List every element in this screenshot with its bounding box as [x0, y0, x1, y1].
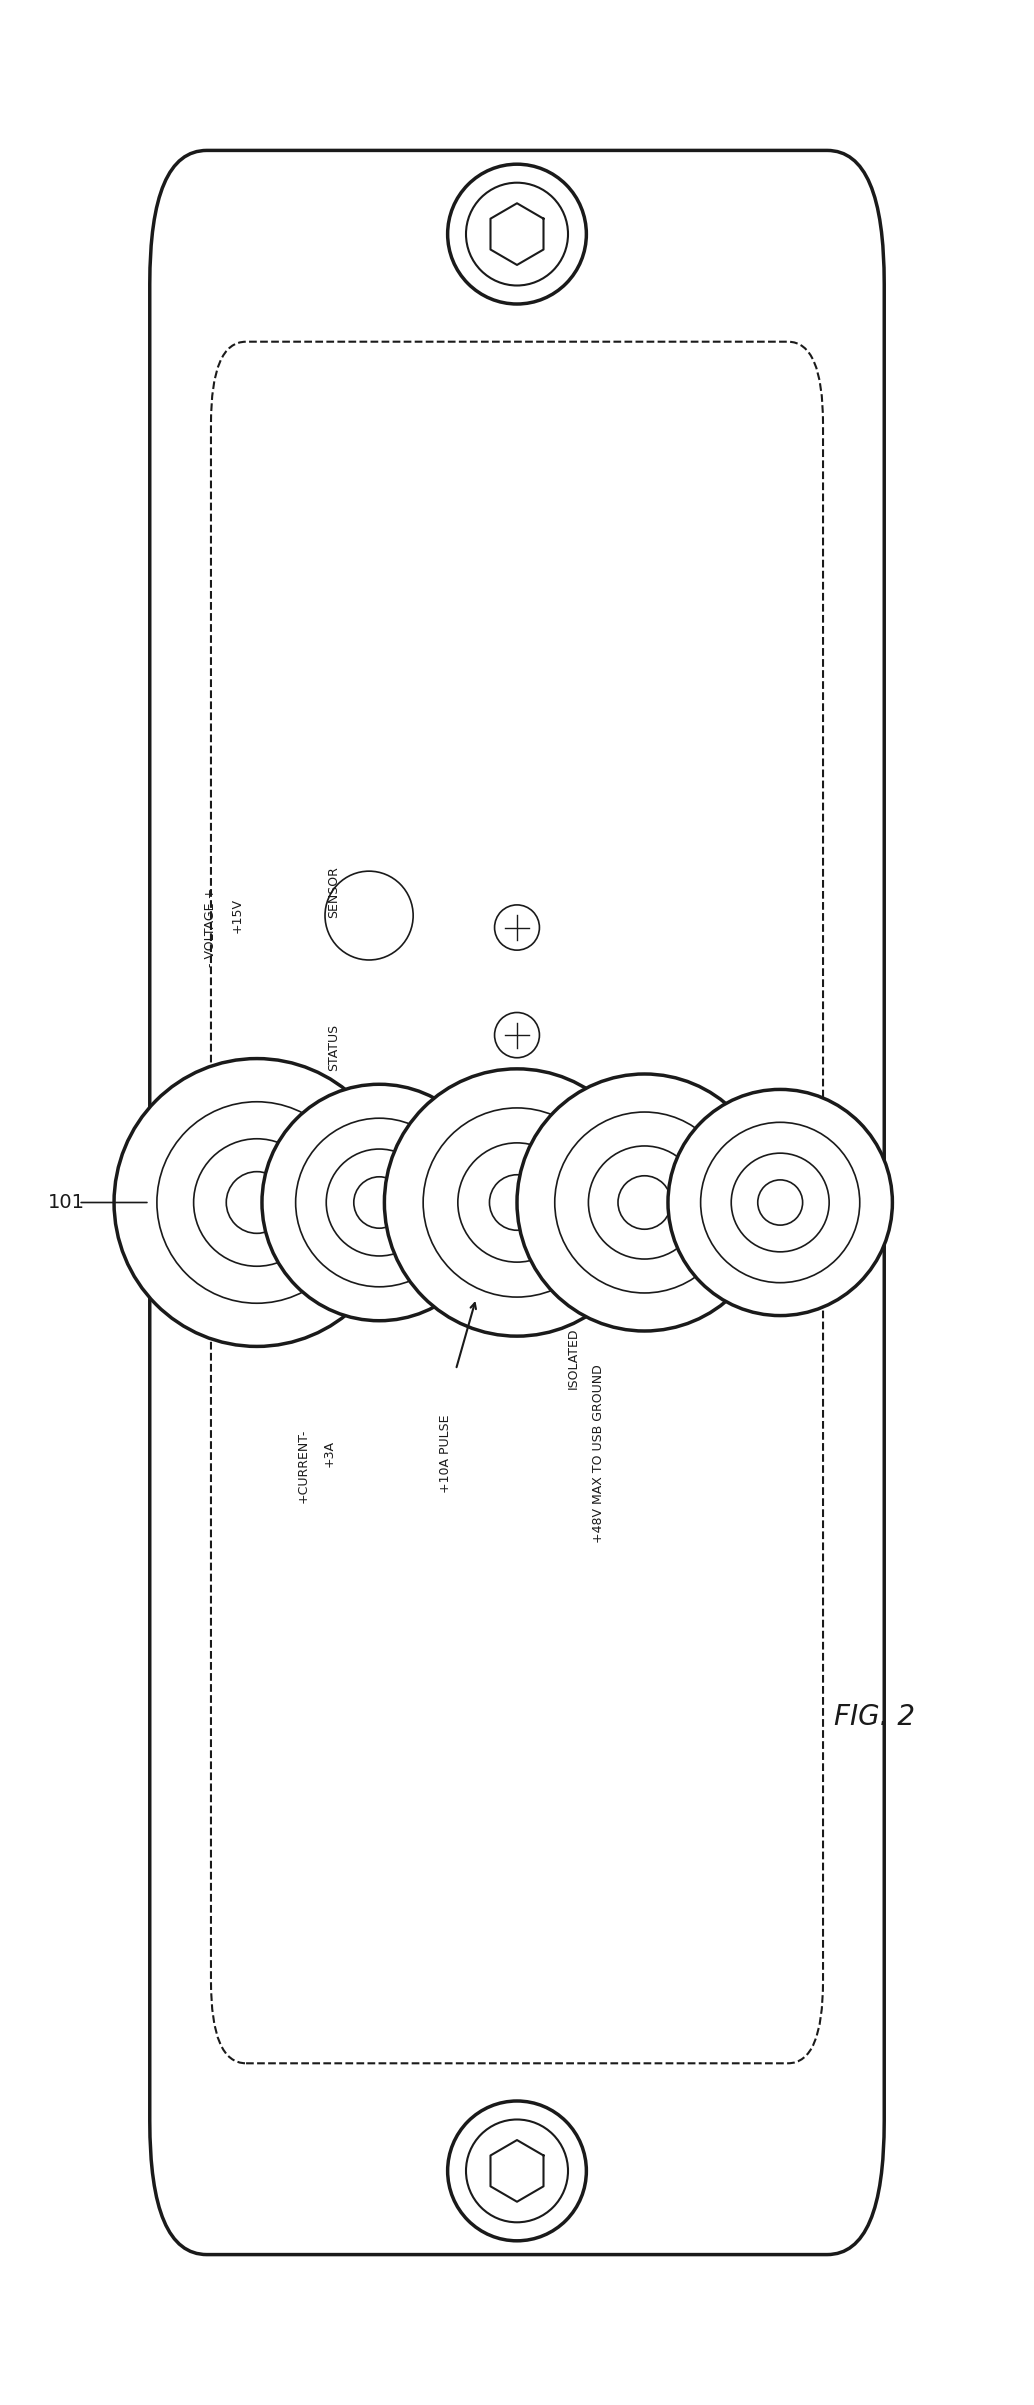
FancyBboxPatch shape [150, 152, 884, 2253]
Ellipse shape [193, 1138, 321, 1267]
FancyBboxPatch shape [211, 342, 823, 2063]
Ellipse shape [489, 1174, 545, 1231]
Ellipse shape [385, 1068, 649, 1337]
Text: 101: 101 [48, 1193, 85, 1212]
Ellipse shape [494, 1013, 540, 1058]
Text: +15V: +15V [231, 897, 244, 933]
Ellipse shape [226, 1171, 287, 1234]
Ellipse shape [296, 1118, 463, 1287]
Ellipse shape [758, 1181, 802, 1224]
Ellipse shape [327, 1150, 432, 1255]
Ellipse shape [354, 1176, 404, 1229]
Ellipse shape [731, 1152, 829, 1253]
Ellipse shape [668, 1089, 892, 1316]
Ellipse shape [618, 1176, 671, 1229]
Text: +3A: +3A [323, 1441, 336, 1467]
Ellipse shape [517, 1075, 772, 1330]
Text: +10A PULSE: +10A PULSE [439, 1414, 452, 1494]
Text: +48V MAX TO USB GROUND: +48V MAX TO USB GROUND [592, 1364, 605, 1544]
Text: ISOLATED: ISOLATED [567, 1328, 580, 1388]
Text: +CURRENT-: +CURRENT- [297, 1429, 309, 1503]
Ellipse shape [448, 164, 586, 303]
Ellipse shape [555, 1111, 734, 1294]
Text: SENSOR: SENSOR [327, 866, 340, 919]
Ellipse shape [423, 1109, 611, 1296]
Text: FIG. 2: FIG. 2 [833, 1703, 914, 1732]
Text: - VOLTAGE +: - VOLTAGE + [205, 887, 217, 967]
Ellipse shape [325, 871, 414, 960]
Ellipse shape [494, 904, 540, 950]
Ellipse shape [588, 1145, 701, 1260]
Ellipse shape [157, 1101, 357, 1304]
Ellipse shape [114, 1058, 400, 1347]
Ellipse shape [458, 1142, 576, 1263]
Ellipse shape [262, 1085, 496, 1320]
Text: STATUS: STATUS [327, 1025, 340, 1070]
Ellipse shape [448, 2102, 586, 2241]
Ellipse shape [466, 183, 568, 286]
Ellipse shape [466, 2119, 568, 2222]
Ellipse shape [701, 1123, 859, 1282]
